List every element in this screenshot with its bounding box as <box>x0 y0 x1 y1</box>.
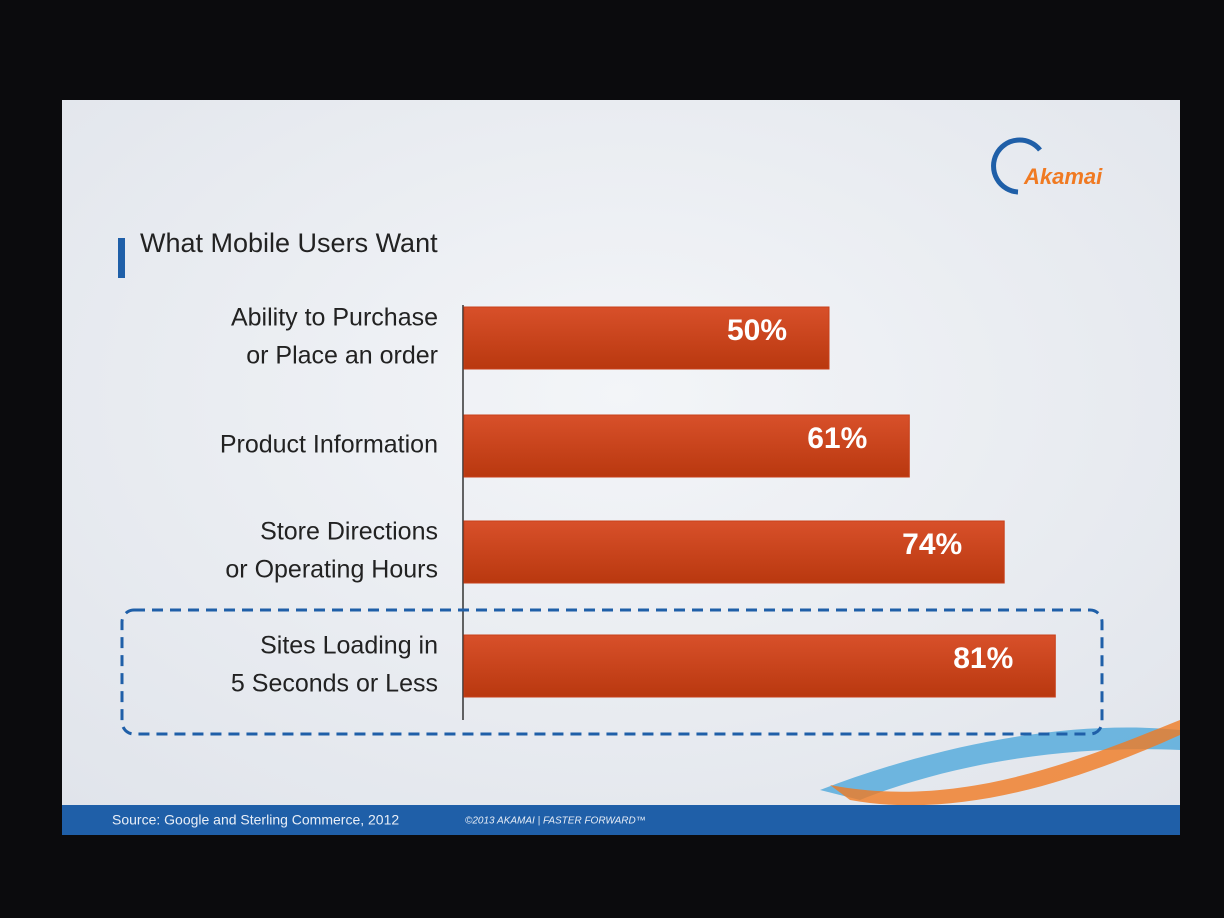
category-label: or Operating Hours <box>225 556 438 584</box>
value-label: 50% <box>727 314 787 347</box>
swoosh <box>830 720 1180 806</box>
footer-bar <box>62 805 1180 835</box>
category-label: Sites Loading in <box>260 632 438 660</box>
category-label: or Place an order <box>246 342 438 370</box>
value-label: 81% <box>953 642 1013 675</box>
value-label: 74% <box>902 528 962 561</box>
bar <box>463 634 1056 698</box>
title-marker <box>118 238 125 278</box>
source: Source: Google and Sterling Commerce, 20… <box>112 812 399 828</box>
swoosh <box>820 727 1180 800</box>
highlight-box <box>120 608 1104 736</box>
category-label: Product Information <box>220 431 438 459</box>
bar <box>463 520 1005 584</box>
category-label: Ability to Purchase <box>231 304 438 332</box>
value-label: 61% <box>807 422 867 455</box>
logo: Akamai <box>1023 164 1103 189</box>
bar <box>463 414 910 478</box>
copyright: ©2013 AKAMAI | FASTER FORWARD™ <box>465 816 646 827</box>
chart-title: What Mobile Users Want <box>140 228 438 258</box>
bar <box>463 306 830 370</box>
category-label: 5 Seconds or Less <box>231 670 438 698</box>
category-label: Store Directions <box>260 518 438 546</box>
logo-arc <box>991 137 1042 195</box>
